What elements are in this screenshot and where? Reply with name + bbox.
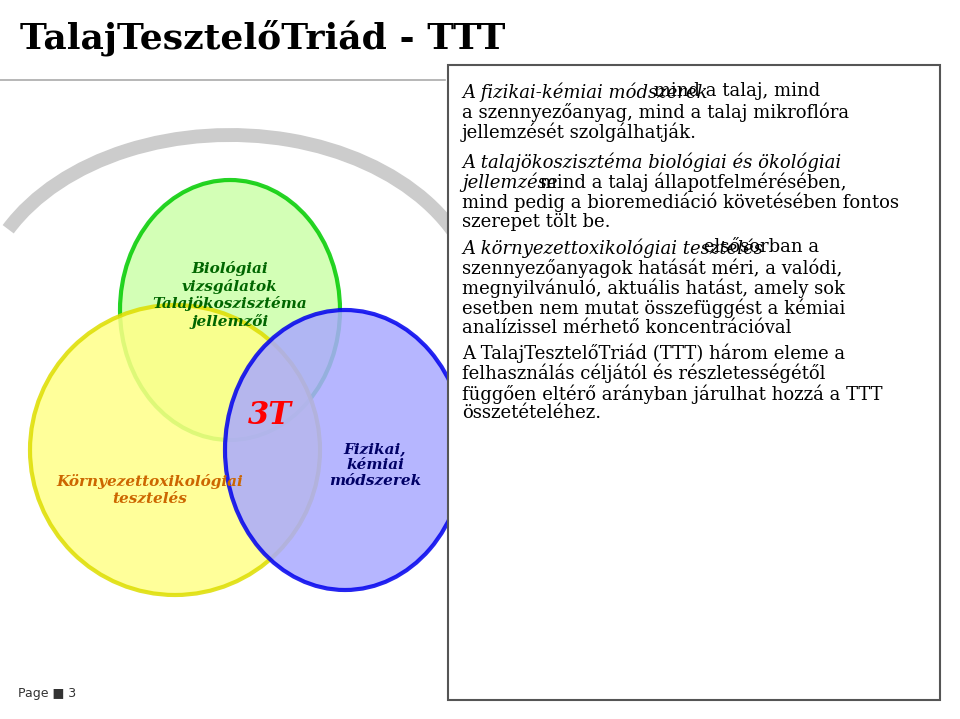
Text: szennyezőanyagok hatását méri, a valódi,: szennyezőanyagok hatását méri, a valódi, (462, 258, 842, 278)
Text: Környezettoxikológiai
tesztelés: Környezettoxikológiai tesztelés (57, 475, 244, 505)
Text: A TalajTesztelőTriád (TTT) három eleme a: A TalajTesztelőTriád (TTT) három eleme a (462, 344, 845, 363)
Ellipse shape (30, 305, 320, 595)
Text: szerepet tölt be.: szerepet tölt be. (462, 213, 611, 231)
Text: TalajTesztelőTriád - TTT: TalajTesztelőTriád - TTT (20, 19, 505, 56)
Text: 3T: 3T (248, 400, 292, 431)
Text: elsősorban a: elsősorban a (698, 238, 819, 256)
Text: megnyilvánuló, aktuális hatást, amely sok: megnyilvánuló, aktuális hatást, amely so… (462, 278, 845, 298)
Ellipse shape (225, 310, 465, 590)
Text: A fizikai-kémiai módszerek: A fizikai-kémiai módszerek (462, 82, 708, 101)
Text: mind pedig a bioremediáció követésében fontos: mind pedig a bioremediáció követésében f… (462, 193, 899, 212)
Text: mind a talaj, mind: mind a talaj, mind (648, 82, 820, 100)
Text: A környezettoxikológiai tesztelés: A környezettoxikológiai tesztelés (462, 238, 763, 257)
Text: jellemzése: jellemzése (462, 173, 558, 192)
Ellipse shape (120, 180, 340, 440)
Text: analízissel mérhető koncentrációval: analízissel mérhető koncentrációval (462, 319, 791, 336)
Text: esetben nem mutat összefüggést a kémiai: esetben nem mutat összefüggést a kémiai (462, 298, 846, 318)
Text: függően eltérő arányban járulhat hozzá a TTT: függően eltérő arányban járulhat hozzá a… (462, 384, 882, 403)
Text: A talajökoszisztéma biológiai és ökológiai: A talajökoszisztéma biológiai és ökológi… (462, 152, 841, 172)
Text: felhasználás céljától és részletességétől: felhasználás céljától és részletességétő… (462, 364, 826, 383)
Text: a szennyezőanyag, mind a talaj mikroflóra: a szennyezőanyag, mind a talaj mikroflór… (462, 102, 850, 122)
Text: mind a talaj állapotfelmérésében,: mind a talaj állapotfelmérésében, (534, 173, 846, 192)
Text: Biológiai
vizsgálatok
Talajökoszisztéma
jellemzői: Biológiai vizsgálatok Talajökoszisztéma … (153, 262, 307, 329)
Bar (448, 65, 940, 700)
Text: Page ■ 3: Page ■ 3 (18, 687, 76, 700)
Text: Fizikai,
kémiai
módszerek: Fizikai, kémiai módszerek (329, 441, 421, 488)
Text: jellemzését szolgálhatják.: jellemzését szolgálhatják. (462, 122, 697, 142)
Text: összetételéhez.: összetételéhez. (462, 404, 601, 422)
